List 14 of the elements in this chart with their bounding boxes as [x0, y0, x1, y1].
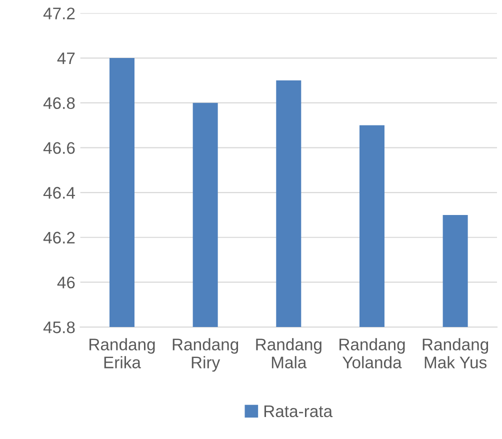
y-tick-label: 46.4: [43, 186, 75, 199]
x-tick-label: Randang Riry: [172, 338, 238, 372]
y-tick-label: 46: [57, 276, 75, 288]
y-tick-label: 47.2: [43, 8, 75, 20]
y-tick-label: 46.8: [43, 97, 75, 110]
x-tick-label: Randang Mala: [256, 338, 322, 368]
x-tick-label: Randang Yolanda: [340, 338, 405, 368]
x-tick-label: Randang Mak Yus: [422, 338, 488, 368]
y-tick-label: 47: [57, 52, 75, 64]
y-tick-label: 46.2: [43, 232, 75, 244]
x-tick-label: Randang Erika: [90, 338, 155, 368]
legend-label: Rata-rata: [264, 406, 333, 418]
y-tick-label: 46.6: [43, 142, 75, 154]
y-tick-label: 45.8: [43, 321, 75, 334]
